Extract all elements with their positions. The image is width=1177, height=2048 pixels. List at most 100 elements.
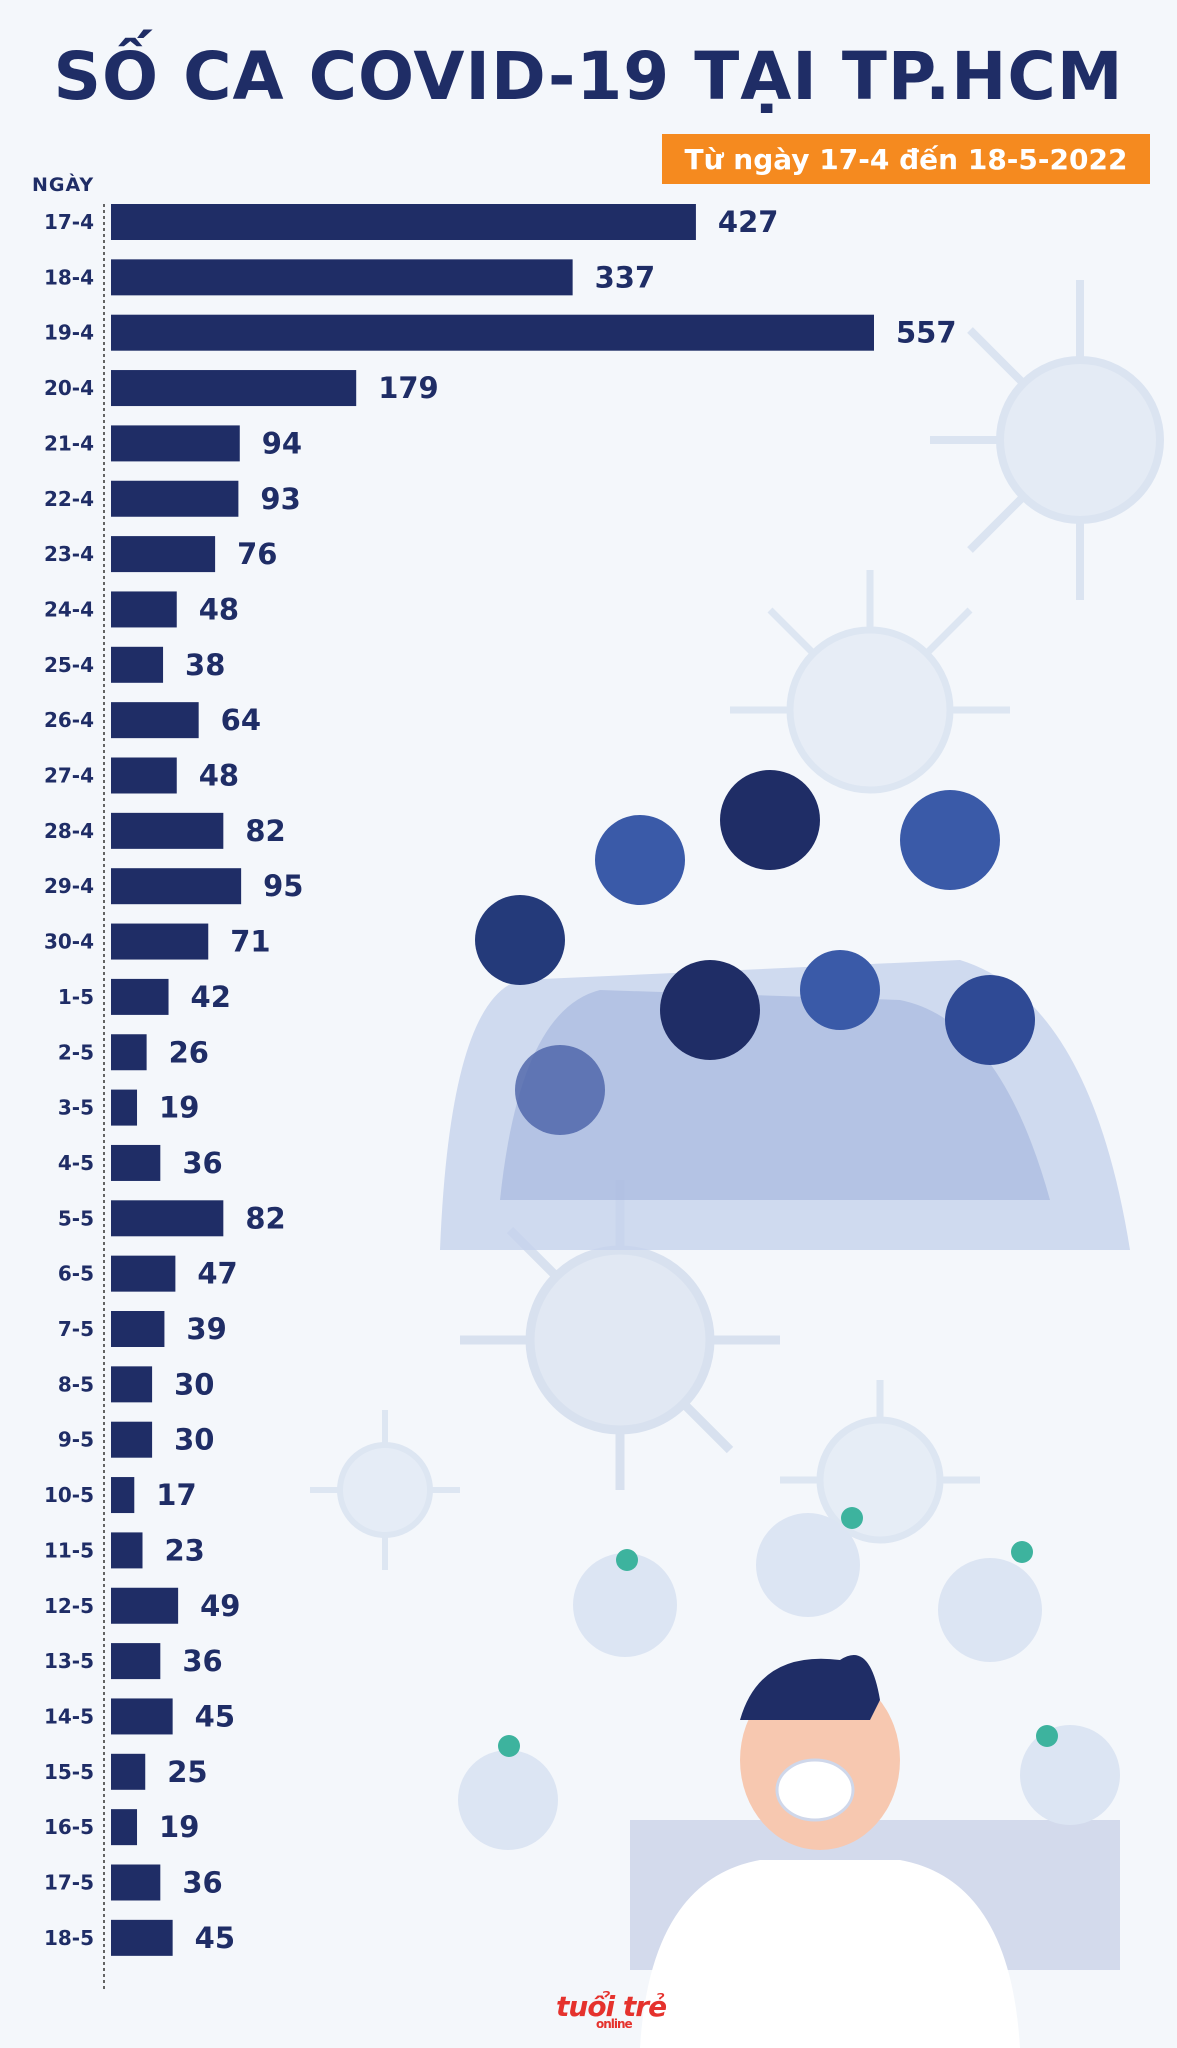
value-label: 36 (182, 1866, 222, 1900)
page-title: SỐ CA COVID-19 TẠI TP.HCM (53, 38, 1124, 115)
bar (111, 1698, 173, 1735)
bar (111, 1532, 143, 1569)
value-label: 48 (199, 759, 239, 793)
value-label: 36 (182, 1146, 222, 1180)
value-label: 95 (263, 869, 303, 903)
value-label: 557 (896, 316, 957, 350)
people-illustration (440, 770, 1130, 1250)
bar (111, 1587, 179, 1624)
category-label: 18-4 (44, 265, 94, 289)
date-range-badge: Từ ngày 17-4 đến 18-5-2022 (662, 134, 1150, 184)
value-label: 76 (237, 537, 277, 571)
category-label: 12-5 (44, 1594, 94, 1618)
category-label: 25-4 (44, 653, 94, 677)
bar (111, 1089, 138, 1126)
category-label: 15-5 (44, 1760, 94, 1784)
bar (111, 757, 177, 794)
category-label: 14-5 (44, 1704, 94, 1728)
category-label: 28-4 (44, 819, 94, 843)
bar (111, 646, 164, 683)
bar (111, 591, 177, 628)
doctor-illustration (630, 1655, 1120, 2048)
value-label: 19 (159, 1091, 199, 1125)
category-label: 9-5 (58, 1428, 94, 1452)
value-label: 42 (191, 980, 231, 1014)
category-label: 30-4 (44, 930, 94, 954)
bar (111, 1421, 153, 1458)
value-label: 39 (186, 1312, 226, 1346)
value-label: 45 (195, 1699, 235, 1733)
category-label: 10-5 (44, 1483, 94, 1507)
category-label: 8-5 (58, 1372, 94, 1396)
value-label: 38 (185, 648, 225, 682)
category-label: 1-5 (58, 985, 94, 1009)
virus-icon (730, 570, 1010, 794)
category-label: 24-4 (44, 597, 94, 621)
category-label: 2-5 (58, 1040, 94, 1064)
value-label: 48 (199, 592, 239, 626)
bar (111, 370, 357, 407)
value-label: 71 (230, 925, 270, 959)
bar (111, 314, 874, 351)
category-label: 21-4 (44, 431, 94, 455)
value-label: 427 (718, 205, 779, 239)
bar (111, 923, 209, 960)
category-label: 11-5 (44, 1538, 94, 1562)
bar (111, 1643, 161, 1680)
value-label: 94 (262, 426, 302, 460)
value-label: 25 (167, 1755, 207, 1789)
bar (111, 536, 216, 573)
bar (111, 1200, 224, 1237)
bar (111, 1753, 146, 1790)
bar (111, 1919, 173, 1956)
bar (111, 812, 224, 849)
bar (111, 259, 573, 296)
category-label: 6-5 (58, 1262, 94, 1286)
virus-icon (310, 1410, 460, 1570)
bar (111, 480, 239, 517)
category-label: 7-5 (58, 1317, 94, 1341)
category-label: 3-5 (58, 1096, 94, 1120)
value-label: 64 (221, 703, 261, 737)
value-label: 26 (169, 1035, 209, 1069)
value-label: 17 (156, 1478, 196, 1512)
bar (111, 1255, 176, 1292)
value-label: 179 (378, 371, 439, 405)
bar (111, 868, 242, 905)
bar (111, 204, 696, 240)
value-label: 47 (197, 1257, 237, 1291)
bar (111, 1366, 153, 1403)
tuoi-tre-logo: tuổi trẻ online (556, 1990, 667, 2031)
bar (111, 1864, 161, 1901)
category-label: 19-4 (44, 321, 94, 345)
bar (111, 1311, 165, 1347)
value-label: 30 (174, 1367, 214, 1401)
category-label: 5-5 (58, 1206, 94, 1230)
virus-icon (460, 1180, 780, 1490)
bar (111, 1034, 147, 1071)
value-label: 82 (245, 1201, 285, 1235)
category-label: 23-4 (44, 542, 94, 566)
value-label: 30 (174, 1423, 214, 1457)
value-label: 36 (182, 1644, 222, 1678)
bar (111, 702, 199, 739)
category-label: 18-5 (44, 1926, 94, 1950)
category-label: 17-4 (44, 210, 94, 234)
value-label: 23 (165, 1533, 205, 1567)
value-label: 82 (245, 814, 285, 848)
value-label: 337 (595, 260, 656, 294)
y-axis-title: NGÀY (32, 174, 95, 196)
value-label: 93 (260, 482, 300, 516)
category-label: 16-5 (44, 1815, 94, 1839)
value-label: 45 (195, 1921, 235, 1955)
check-icon (458, 1507, 1120, 1850)
category-label: 26-4 (44, 708, 94, 732)
bar (111, 1809, 138, 1846)
category-label: 13-5 (44, 1649, 94, 1673)
value-label: 49 (200, 1589, 240, 1623)
bar (111, 425, 240, 462)
virus-icon (930, 280, 1164, 600)
bar (111, 1477, 135, 1514)
bar (111, 1144, 161, 1181)
